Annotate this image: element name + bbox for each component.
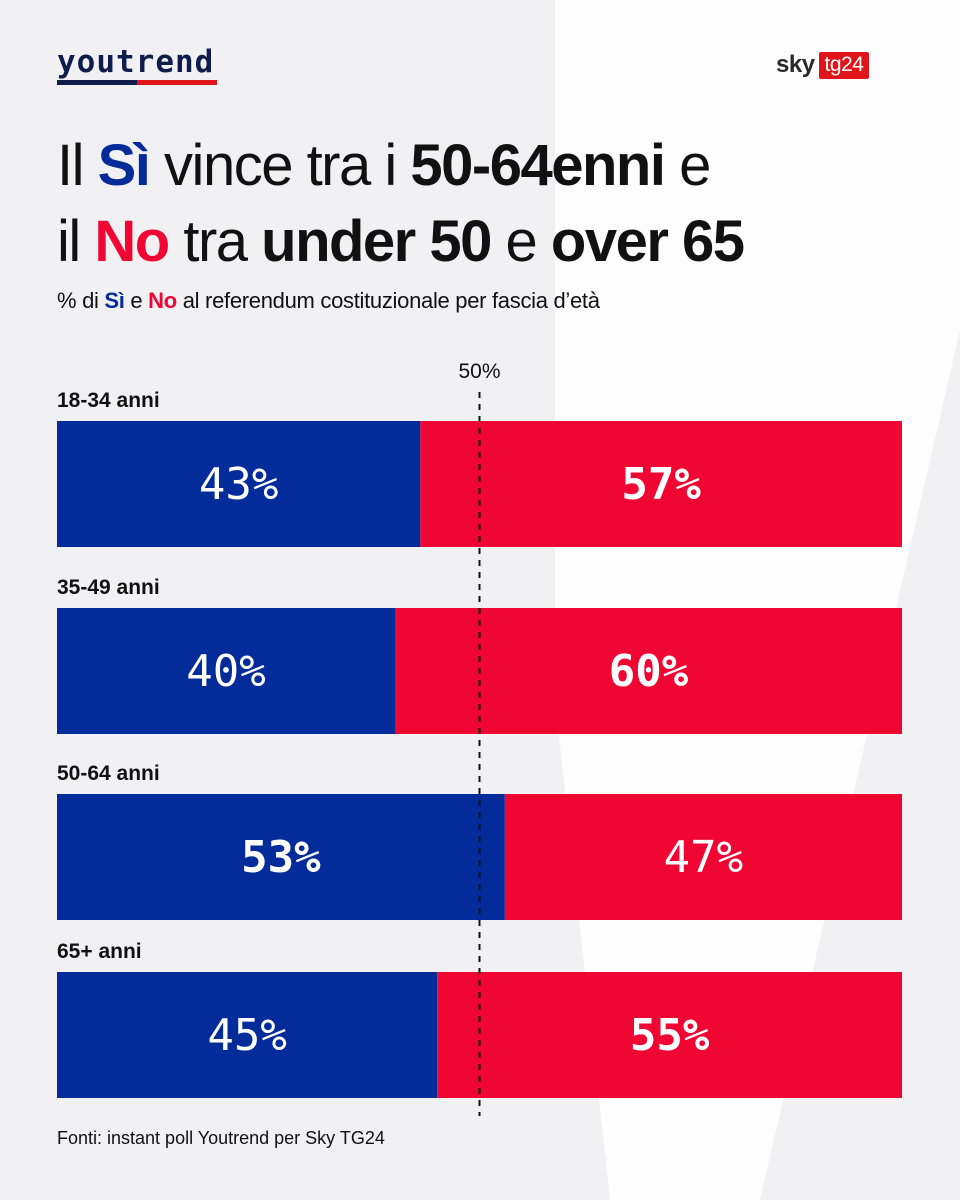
youtrend-logo: youtrend <box>57 44 215 80</box>
bar-yes <box>57 608 395 734</box>
value-label-yes: 53% <box>241 832 321 883</box>
bar-no <box>437 972 902 1098</box>
subtitle-text: al referendum costituzionale per fascia … <box>176 288 600 313</box>
headline-text: tra <box>168 209 262 274</box>
bar-no <box>420 421 902 547</box>
value-label-no: 47% <box>664 832 743 883</box>
value-label-no: 60% <box>609 646 689 697</box>
headline-yes-word: Sì <box>97 133 151 198</box>
value-label-yes: 40% <box>186 646 265 697</box>
headline-line-1: Il Sì vince tra i 50-64enni e <box>57 128 744 204</box>
headline-text: il <box>57 209 95 274</box>
bar-yes <box>57 972 438 1098</box>
headline-text: e <box>664 133 711 198</box>
bar-yes <box>57 421 421 547</box>
subtitle-no: No <box>148 288 177 313</box>
chart-subtitle: % di Sì e No al referendum costituzional… <box>57 288 600 314</box>
value-label-yes: 43% <box>199 459 278 510</box>
category-label: 18-34 anni <box>57 389 160 412</box>
youtrend-logo-underline <box>57 80 217 85</box>
category-label: 65+ anni <box>57 940 142 963</box>
bar-yes <box>57 794 505 920</box>
headline-line-2: il No tra under 50 e over 65 <box>57 204 745 280</box>
headline: Il Sì vince tra i 50-64enni e il No tra … <box>57 128 745 280</box>
source-footnote: Fonti: instant poll Youtrend per Sky TG2… <box>57 1128 385 1148</box>
value-label-no: 55% <box>630 1010 710 1061</box>
headline-age-group: over 65 <box>550 209 745 274</box>
reference-line-label: 50% <box>458 360 500 383</box>
subtitle-text: % di <box>57 288 105 313</box>
subtitle-text: e <box>124 288 149 313</box>
bar-no <box>504 794 902 920</box>
value-label-no: 57% <box>621 459 701 510</box>
category-label: 35-49 anni <box>57 576 160 599</box>
headline-age-group: 50-64enni <box>410 133 666 198</box>
tg24-logo-badge: tg24 <box>818 51 870 79</box>
headline-no-word: No <box>94 209 170 274</box>
subtitle-yes: Sì <box>104 288 125 313</box>
headline-text: vince tra i <box>149 133 411 198</box>
headline-text: e <box>490 209 551 274</box>
value-label-yes: 45% <box>207 1010 286 1061</box>
sky-logo-text: sky <box>776 51 815 78</box>
headline-text: Il <box>57 133 98 198</box>
headline-age-group: under 50 <box>261 209 492 274</box>
skytg24-logo: sky tg24 <box>776 50 870 80</box>
category-label: 50-64 anni <box>57 762 160 785</box>
